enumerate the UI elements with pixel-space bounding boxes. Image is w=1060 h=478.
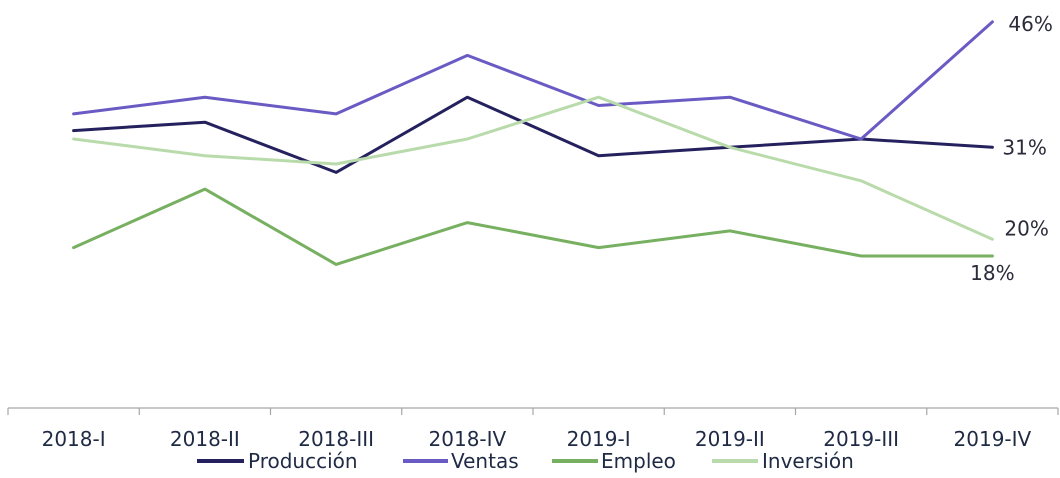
- x-tick-label: 2018-I: [42, 427, 106, 451]
- series-lines: [72, 20, 994, 266]
- x-axis: 2018-I 2018-II 2018-III 2018-IV 2019-I 2019-I…: [7, 407, 1059, 451]
- series-line-inversión: [72, 95, 994, 241]
- series-line-producción: [72, 95, 994, 174]
- x-tick-label: 2018-III: [298, 427, 374, 451]
- end-label-ventas: 46%: [1008, 12, 1052, 36]
- x-tick-label: 2018-IV: [429, 427, 507, 451]
- series-line-ventas: [72, 20, 994, 141]
- end-label-inversión: 20%: [1004, 216, 1048, 240]
- x-tick-label: 2018-II: [170, 427, 240, 451]
- legend-label-empleo: Empleo: [601, 449, 676, 473]
- x-tick-label: 2019-III: [823, 427, 899, 451]
- x-tick-label: 2019-IV: [954, 427, 1032, 451]
- end-labels: 31% 46% 18% 20%: [970, 12, 1053, 285]
- end-label-producción: 31%: [1002, 135, 1046, 159]
- legend-label-inversión: Inversión: [762, 449, 854, 473]
- end-label-empleo: 18%: [970, 261, 1014, 285]
- x-tick-label: 2019-I: [567, 427, 631, 451]
- legend-label-ventas: Ventas: [451, 449, 519, 473]
- legend: Producción Ventas Empleo Inversión: [197, 449, 854, 473]
- legend-label-producción: Producción: [248, 449, 358, 473]
- x-tick-label: 2019-II: [695, 427, 765, 451]
- series-line-empleo: [72, 187, 994, 266]
